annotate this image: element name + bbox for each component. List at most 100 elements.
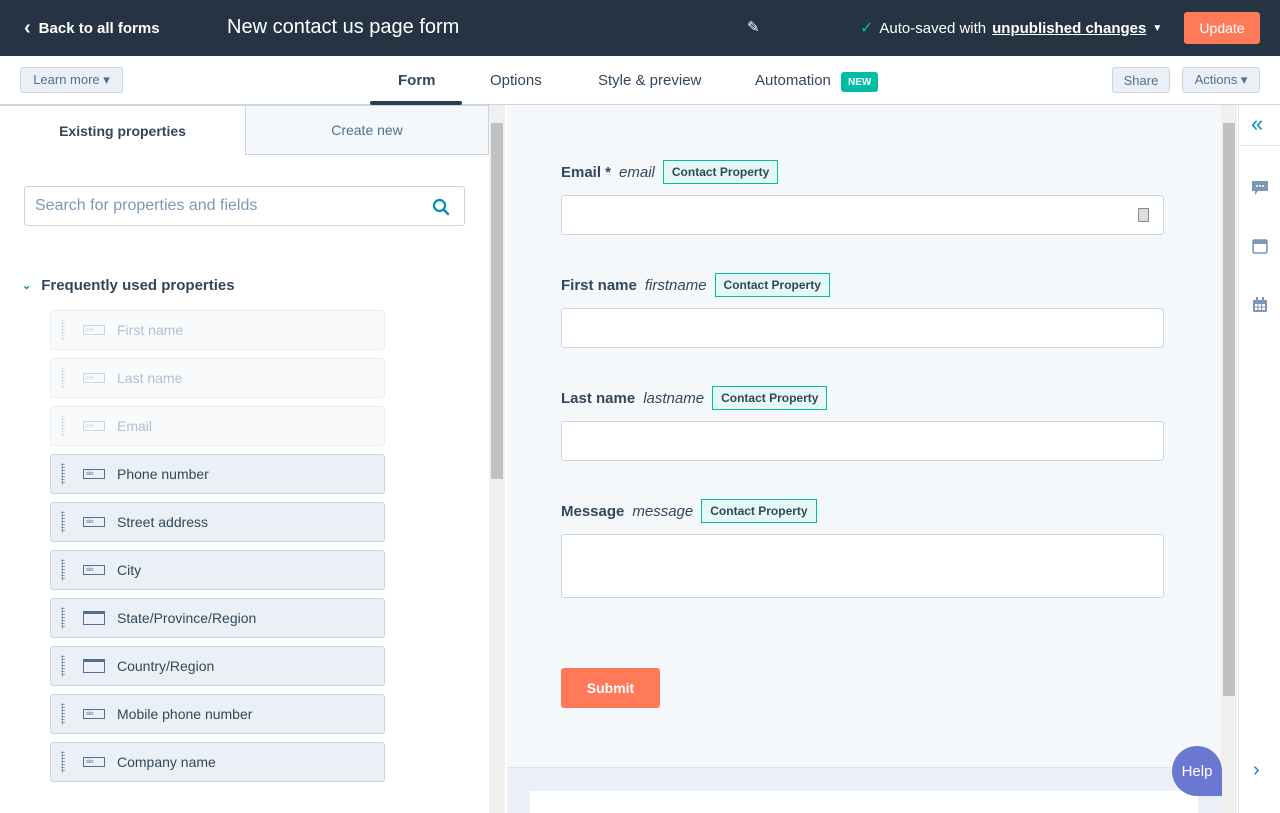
property-search-input[interactable] xyxy=(24,186,465,226)
section-frequently-used[interactable]: ⌄ Frequently used properties xyxy=(22,277,235,294)
properties-panel: Existing properties Create new ⌄ Frequent… xyxy=(0,105,489,813)
edit-pencil-icon[interactable]: ✎ xyxy=(747,19,760,36)
chevron-right-icon[interactable]: › xyxy=(1253,759,1260,781)
field-internal-name: message xyxy=(632,502,694,520)
calendar-icon[interactable] xyxy=(1252,297,1268,313)
sub-navigation xyxy=(0,56,1280,105)
section-title: Frequently used properties xyxy=(41,277,235,294)
text-field-icon: abc xyxy=(83,325,105,335)
property-item[interactable]: Country/Region xyxy=(50,646,385,686)
contact-property-badge: Contact Property xyxy=(701,499,817,523)
message-textarea[interactable] xyxy=(561,534,1164,598)
canvas-card xyxy=(530,791,1198,813)
window-icon[interactable] xyxy=(1252,239,1268,254)
learn-more-button[interactable]: Learn more ▾ xyxy=(20,67,123,93)
field-input[interactable] xyxy=(561,421,1164,461)
search-icon[interactable] xyxy=(432,198,450,216)
field-internal-name: lastname xyxy=(643,389,705,407)
text-field-icon: abc xyxy=(83,421,105,431)
caret-down-icon: ▼ xyxy=(1152,22,1163,34)
chevron-left-icon: ‹ xyxy=(24,17,31,39)
field-label-row: First name firstname Contact Property xyxy=(561,273,830,297)
help-button[interactable]: Help xyxy=(1172,746,1222,796)
dropdown-field-icon xyxy=(83,659,105,673)
property-item[interactable]: State/Province/Region xyxy=(50,598,385,638)
property-label: Last name xyxy=(117,370,183,386)
tab-create-new[interactable]: Create new xyxy=(245,105,489,155)
text-field-icon: abc xyxy=(83,757,105,767)
text-field-icon: abc xyxy=(83,709,105,719)
autosave-text: Auto-saved with xyxy=(879,19,987,37)
property-label: Company name xyxy=(117,754,216,770)
dropdown-field-icon xyxy=(83,611,105,625)
tab-existing-properties[interactable]: Existing properties xyxy=(0,105,245,155)
property-item[interactable]: abc Street address xyxy=(50,502,385,542)
contact-property-badge: Contact Property xyxy=(712,386,828,410)
drag-handle-icon[interactable] xyxy=(61,463,65,485)
scroll-thumb[interactable] xyxy=(491,123,503,479)
property-item[interactable]: abc Phone number xyxy=(50,454,385,494)
unpublished-changes-link[interactable]: unpublished changes xyxy=(992,19,1147,37)
autosave-status[interactable]: ✓ Auto-saved with unpublished changes ▼ xyxy=(860,18,1162,38)
left-scrollbar[interactable] xyxy=(489,105,505,813)
tab-style-preview[interactable]: Style & preview xyxy=(598,72,702,89)
property-label: City xyxy=(117,562,142,578)
field-input[interactable] xyxy=(561,308,1164,348)
property-label: State/Province/Region xyxy=(117,610,257,626)
field-label: Message xyxy=(561,502,625,520)
form-title[interactable]: New contact us page form xyxy=(227,16,460,38)
drag-handle-icon[interactable] xyxy=(61,607,65,629)
top-header: ‹ Back to all forms New contact us page f… xyxy=(0,0,1280,56)
property-item[interactable]: abc City xyxy=(50,550,385,590)
field-internal-name: email xyxy=(619,163,655,181)
scroll-thumb[interactable] xyxy=(1223,123,1235,696)
new-badge: NEW xyxy=(841,72,879,92)
text-field-icon: abc xyxy=(83,373,105,383)
drag-handle-icon[interactable] xyxy=(61,367,65,389)
property-item: abc Last name xyxy=(50,358,385,398)
canvas-scrollbar[interactable] xyxy=(1221,105,1237,813)
collapse-double-chevron-icon[interactable]: « xyxy=(1251,111,1264,136)
drag-handle-icon[interactable] xyxy=(61,319,65,341)
property-label: Country/Region xyxy=(117,658,215,674)
field-label: First name xyxy=(561,276,637,294)
contact-property-badge: Contact Property xyxy=(714,273,830,297)
tab-form[interactable]: Form xyxy=(398,72,436,89)
contact-property-badge: Contact Property xyxy=(662,160,779,184)
submit-button[interactable]: Submit xyxy=(561,668,660,708)
drag-handle-icon[interactable] xyxy=(61,655,65,677)
drag-handle-icon[interactable] xyxy=(61,511,65,533)
property-label: Phone number xyxy=(117,466,209,482)
share-button[interactable]: Share xyxy=(1112,67,1170,93)
tab-options[interactable]: Options xyxy=(490,72,542,89)
field-label: Email * xyxy=(561,163,612,181)
field-label-row: Last name lastname Contact Property xyxy=(561,386,828,410)
active-tab-indicator xyxy=(370,101,462,105)
text-field-icon: abc xyxy=(83,517,105,527)
check-icon: ✓ xyxy=(860,20,874,37)
property-item: abc First name xyxy=(50,310,385,350)
update-button[interactable]: Update xyxy=(1184,12,1260,44)
actions-button[interactable]: Actions ▾ xyxy=(1182,67,1260,93)
text-field-icon: abc xyxy=(83,565,105,575)
right-rail: « › xyxy=(1238,105,1280,813)
field-label-row: Message message Contact Property xyxy=(561,499,817,523)
field-input[interactable] xyxy=(561,195,1164,235)
back-to-forms-link[interactable]: ‹ Back to all forms xyxy=(24,17,160,40)
drag-handle-icon[interactable] xyxy=(61,559,65,581)
property-label: First name xyxy=(117,322,184,338)
field-internal-name: firstname xyxy=(644,276,707,294)
drag-handle-icon[interactable] xyxy=(61,751,65,773)
property-label: Email xyxy=(117,418,153,434)
property-item: abc Email xyxy=(50,406,385,446)
property-item[interactable]: abc Mobile phone number xyxy=(50,694,385,734)
text-field-icon: abc xyxy=(83,469,105,479)
chat-icon[interactable] xyxy=(1252,181,1268,195)
chevron-down-icon: ⌄ xyxy=(22,280,32,292)
drag-handle-icon[interactable] xyxy=(61,703,65,725)
field-label-row: Email * email Contact Property xyxy=(561,160,779,184)
drag-handle-icon[interactable] xyxy=(61,415,65,437)
back-label: Back to all forms xyxy=(38,20,160,37)
tab-automation[interactable]: Automation xyxy=(755,72,831,89)
property-item[interactable]: abc Company name xyxy=(50,742,385,782)
